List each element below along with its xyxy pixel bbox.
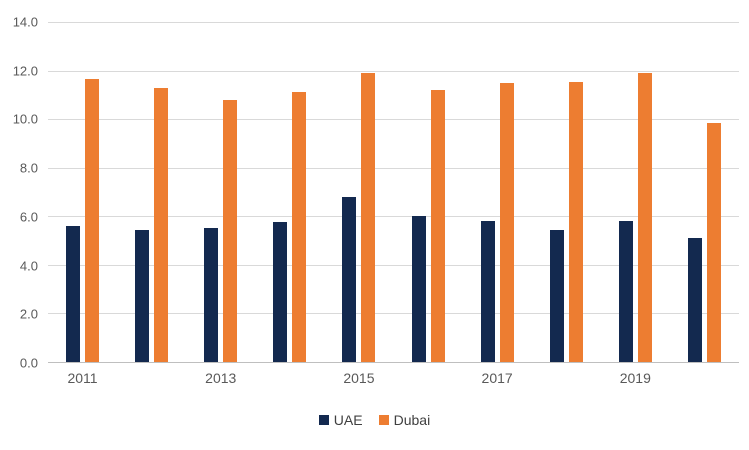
bar-dubai-2020 <box>706 122 721 362</box>
bar-group-2012 <box>117 22 186 362</box>
legend-label: UAE <box>333 412 363 428</box>
x-tick-label <box>255 370 324 386</box>
bar-dubai-2015 <box>361 73 376 362</box>
bar-uae-2019 <box>618 221 633 362</box>
bar-group-2016 <box>393 22 462 362</box>
bar-dubai-2013 <box>223 99 238 362</box>
y-tick-label: 10.0 <box>12 111 38 127</box>
bar-group-2020 <box>670 22 739 362</box>
x-tick-label: 2015 <box>343 370 375 386</box>
gridline <box>48 313 739 315</box>
bar-dubai-2012 <box>154 87 169 362</box>
legend-item-dubai: Dubai <box>378 412 431 428</box>
bar-dubai-2016 <box>430 90 445 362</box>
bar-uae-2015 <box>342 196 357 362</box>
bar-group-2019 <box>601 22 670 362</box>
bar-group-2018 <box>532 22 601 362</box>
gridline <box>48 264 739 266</box>
bar-uae-2014 <box>273 222 288 362</box>
x-tick-label <box>393 370 462 386</box>
bar-group-2017 <box>463 22 532 362</box>
bar-dubai-2017 <box>499 82 514 362</box>
x-tick-label: 2019 <box>619 370 651 386</box>
gridline <box>48 216 739 218</box>
gridline <box>48 70 739 72</box>
bar-dubai-2011 <box>85 79 100 362</box>
x-tick-label <box>670 370 739 386</box>
legend-item-uae: UAE <box>318 412 363 428</box>
bar-group-2014 <box>255 22 324 362</box>
plot-row: 0.0 2.0 4.0 6.0 8.0 10.0 12.0 14.0 <box>0 15 749 371</box>
x-tick-label <box>532 370 601 386</box>
bar-group-2015 <box>324 22 393 362</box>
x-tick-label: 2017 <box>481 370 513 386</box>
bar-dubai-2014 <box>292 92 307 362</box>
gridline <box>48 167 739 169</box>
bar-group-2011 <box>48 22 117 362</box>
y-tick-label: 2.0 <box>19 306 38 322</box>
gridline <box>48 119 739 121</box>
y-tick-label: 8.0 <box>19 160 38 176</box>
bar-uae-2012 <box>135 229 150 362</box>
bar-group-2013 <box>186 22 255 362</box>
bar-uae-2016 <box>411 216 426 362</box>
legend-swatch-dubai <box>378 415 389 425</box>
y-tick-label: 0.0 <box>19 355 38 371</box>
bar-uae-2013 <box>204 228 219 362</box>
x-axis: 2011 2013 2015 2017 2019 <box>0 370 749 386</box>
bar-uae-2018 <box>549 229 564 362</box>
bar-uae-2011 <box>66 226 81 362</box>
bar-groups <box>48 22 739 362</box>
y-tick-label: 6.0 <box>19 209 38 225</box>
bar-uae-2017 <box>480 221 495 362</box>
x-tick-label: 2011 <box>67 370 98 386</box>
y-tick-label: 12.0 <box>12 63 38 79</box>
bar-dubai-2018 <box>568 81 583 362</box>
legend-swatch-uae <box>318 415 329 425</box>
legend: UAE Dubai <box>0 412 749 428</box>
y-axis: 0.0 2.0 4.0 6.0 8.0 10.0 12.0 14.0 <box>0 15 48 371</box>
y-tick-label: 4.0 <box>19 258 38 274</box>
plot-area <box>48 22 739 363</box>
legend-label: Dubai <box>393 412 431 428</box>
bar-dubai-2019 <box>637 73 652 362</box>
x-tick-label: 2013 <box>205 370 237 386</box>
y-tick-label: 14.0 <box>12 14 38 30</box>
gridline <box>48 22 739 23</box>
bar-uae-2020 <box>687 238 702 362</box>
x-tick-label <box>117 370 186 386</box>
